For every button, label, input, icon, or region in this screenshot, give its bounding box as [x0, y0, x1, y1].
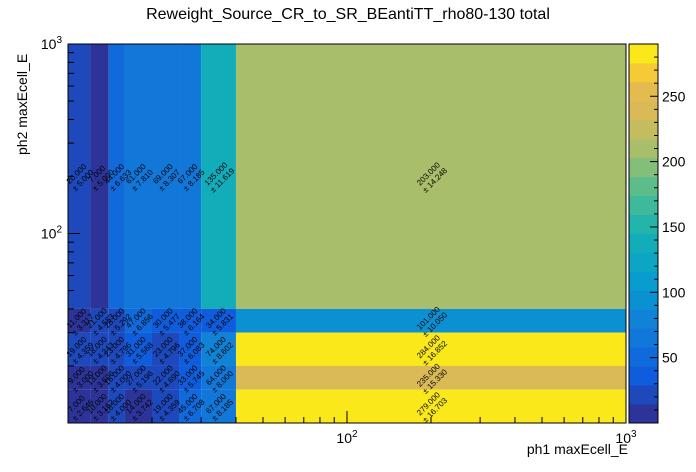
heatmap-cell	[108, 44, 125, 309]
heatmap-cell	[151, 44, 180, 309]
colorbar-band	[629, 385, 658, 405]
heatmap-cell	[108, 365, 125, 390]
heatmap-cell	[201, 365, 236, 390]
colorbar-band	[629, 309, 658, 329]
heatmap-cell	[124, 365, 152, 390]
colorbar-tick-label: 50	[662, 350, 678, 366]
y-tick-label: 103	[41, 35, 63, 52]
colorbar-band	[629, 404, 658, 424]
colorbar-band	[629, 347, 658, 367]
colorbar-band	[629, 62, 658, 83]
heatmap-cell	[108, 308, 125, 333]
heatmap-cell	[68, 332, 91, 366]
heatmap-cell	[68, 365, 91, 390]
heatmap-cell	[90, 308, 109, 333]
heatmap-cell	[90, 44, 109, 309]
heatmap-cell	[179, 44, 202, 309]
heatmap-cell	[201, 308, 236, 333]
colorbar-band	[629, 366, 658, 386]
x-axis-label: ph1 maxEcell_E	[526, 441, 628, 457]
heatmap-cell	[68, 389, 91, 423]
heatmap-cell	[68, 308, 91, 333]
heatmap-cell	[124, 389, 152, 423]
heatmap-cell	[235, 308, 626, 333]
colorbar-frame	[628, 43, 659, 424]
colorbar-tick-label: 200	[662, 154, 686, 170]
heatmap-cell	[151, 308, 180, 333]
x-tick-label: 103	[615, 429, 637, 446]
colorbar-tick-label: 150	[662, 219, 686, 235]
heatmap-cell	[68, 44, 91, 309]
heatmap-cell	[108, 389, 125, 423]
heatmap-cell	[108, 332, 125, 366]
colorbar-band	[629, 271, 658, 291]
colorbar-band	[629, 100, 658, 121]
heatmap-cell	[235, 44, 626, 309]
heatmap-cell	[151, 365, 180, 390]
heatmap-cell	[179, 308, 202, 333]
colorbar-band	[629, 119, 658, 140]
colorbar-band	[629, 81, 658, 102]
heatmap-cell	[201, 389, 236, 423]
heatmap-cell	[179, 365, 202, 390]
heatmap-cell	[201, 332, 236, 366]
chart-title: Reweight_Source_CR_to_SR_BEantiTT_rho80-…	[146, 6, 550, 23]
colorbar-band	[629, 252, 658, 272]
heatmap-cell	[151, 389, 180, 423]
colorbar-band	[629, 44, 658, 64]
heatmap-cell	[90, 332, 109, 366]
heatmap-cell	[179, 332, 202, 366]
heatmap-cell	[124, 308, 152, 333]
colorbar-tick-label: 250	[662, 88, 686, 104]
colorbar-band	[629, 138, 658, 159]
heatmap-cell	[179, 389, 202, 423]
heatmap-cell	[124, 332, 152, 366]
colorbar-band	[629, 195, 658, 216]
heatmap-cell	[235, 332, 626, 366]
colorbar-band	[629, 157, 658, 178]
heatmap-cell	[124, 44, 152, 309]
heatmap-cell	[201, 44, 236, 309]
y-axis-label: ph2 maxEcell_E	[14, 53, 30, 155]
colorbar-band	[629, 176, 658, 197]
heatmap-cell	[90, 365, 109, 390]
x-tick-label: 102	[336, 429, 358, 446]
colorbar-band	[629, 328, 658, 348]
heatmap-cell	[90, 389, 109, 423]
y-tick-label: 102	[41, 225, 63, 242]
colorbar-band	[629, 214, 658, 234]
heatmap-cell	[235, 365, 626, 390]
heatmap-cell	[151, 332, 180, 366]
colorbar-tick-label: 100	[662, 284, 686, 300]
colorbar-band	[629, 233, 658, 253]
colorbar-band	[629, 290, 658, 310]
